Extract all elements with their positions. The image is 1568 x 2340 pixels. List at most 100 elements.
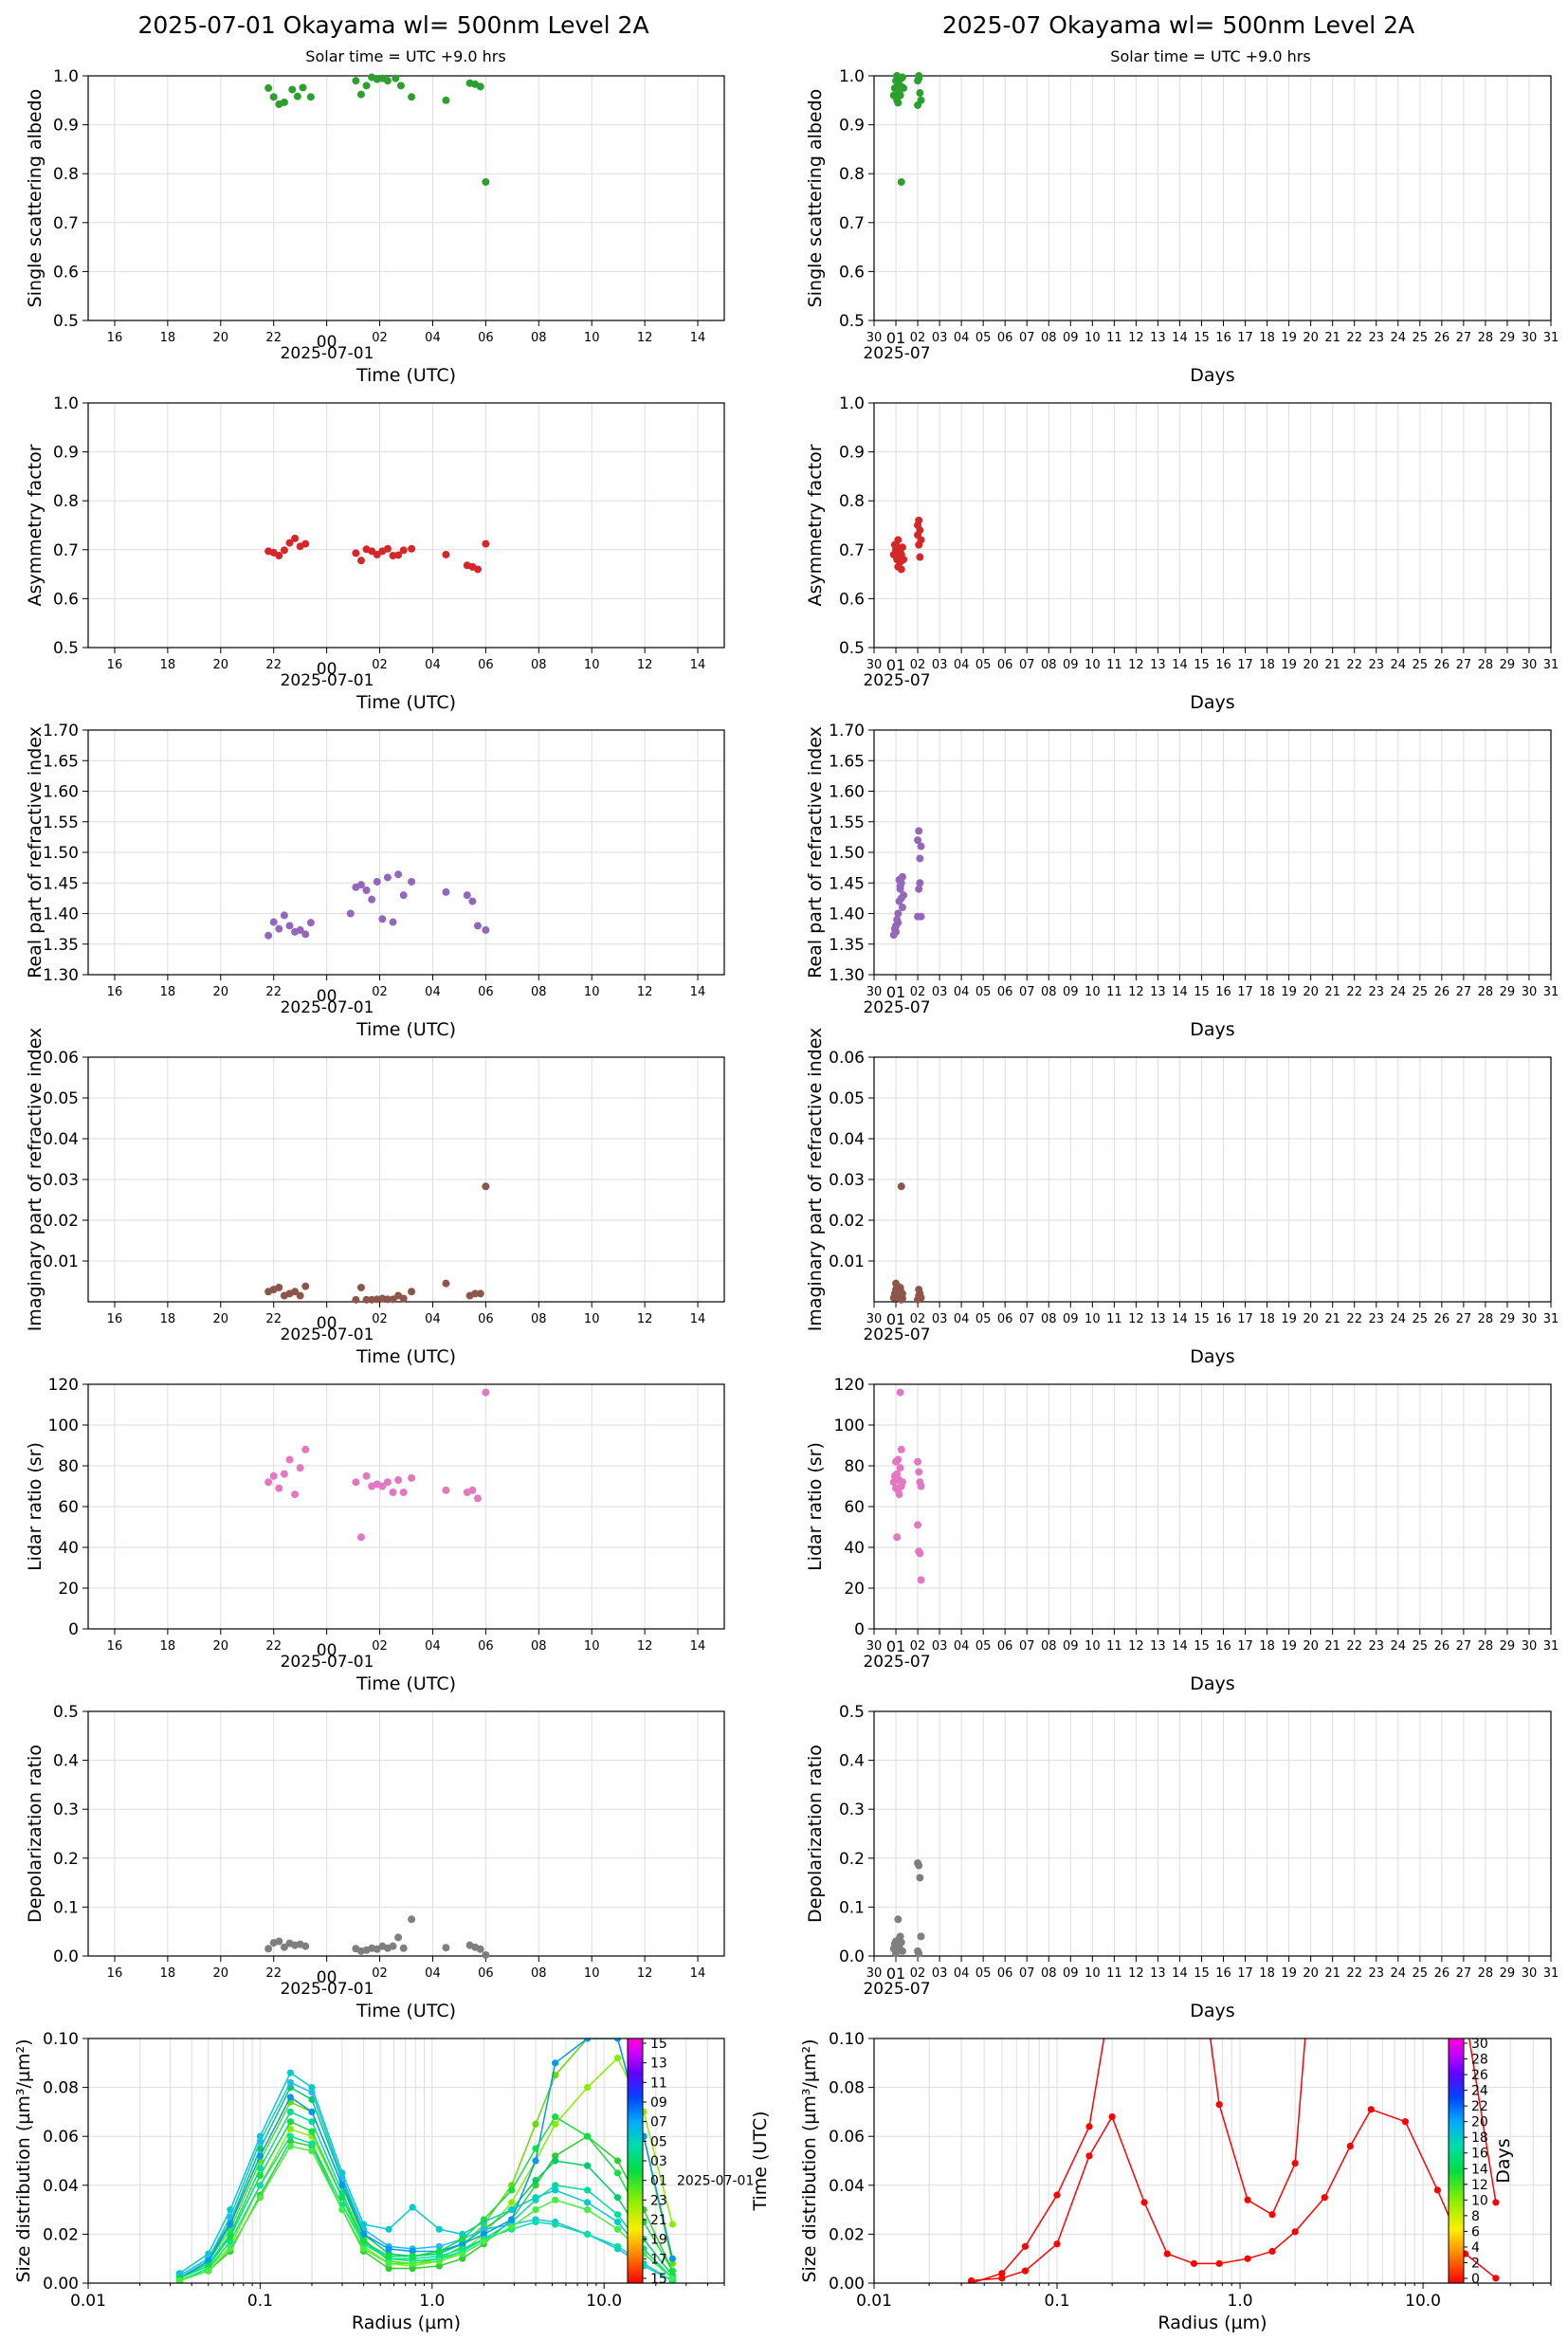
asym_days-ytick-label: 0.7 <box>839 541 865 560</box>
asym_time-frame <box>87 402 725 649</box>
ssa_time-xtick-label: 02 <box>372 331 388 345</box>
size_time-series-point <box>552 2182 559 2189</box>
size_time-series-point <box>480 2225 488 2233</box>
iri_days-xtick-label: 20 <box>1303 1312 1319 1326</box>
iri_days-ytick-label: 0.04 <box>829 1130 865 1149</box>
size_days-series-point <box>1215 2259 1223 2267</box>
ssa_days-xtick-label: 19 <box>1281 331 1297 345</box>
size_days-frame <box>873 2038 1552 2284</box>
asym_days-ytick-label: 0.8 <box>839 492 865 511</box>
asym_days-ytick-label: 1.0 <box>839 394 865 413</box>
ssa_time-point <box>442 96 450 104</box>
depol_time-point <box>280 1943 288 1951</box>
size_time-series-point <box>227 2221 234 2228</box>
lidar_days-xtick-label: 20 <box>1303 1639 1319 1654</box>
iri_time-point <box>301 1282 310 1290</box>
lidar_days-xtick-label: 22 <box>1346 1639 1362 1654</box>
colorbar-time-tick-label: 09 <box>650 2095 667 2111</box>
size_time-series-point <box>613 2055 622 2062</box>
ssa_days-xtick-label: 13 <box>1150 331 1166 345</box>
lidar_days-xtick-label: 31 <box>1543 1639 1559 1654</box>
asym_time-point <box>356 557 365 565</box>
rri_days-xtick-label: 05 <box>975 985 992 999</box>
asym_time-xtick-label: 22 <box>265 658 282 672</box>
size_time-series-point <box>508 2216 516 2223</box>
depol_days-xtick-label: 11 <box>1106 1966 1122 1981</box>
depol_time-point <box>394 1933 403 1942</box>
rri_time-point <box>463 891 471 900</box>
lidar_days-xtick-label: 15 <box>1194 1639 1210 1654</box>
depol_time-point <box>389 1942 397 1950</box>
size_days-series-point <box>1085 2123 1093 2130</box>
asym_time-ytick-label: 0.6 <box>53 590 79 609</box>
iri_days-xtick-label: 04 <box>954 1312 970 1326</box>
asym_time-point <box>280 546 288 555</box>
rri_time-point <box>378 915 387 923</box>
iri_days-xlabel: Days <box>1190 1346 1234 1367</box>
rri_time-xtick-label: 20 <box>213 985 229 999</box>
iri_days-xtick-label: 17 <box>1237 1312 1253 1326</box>
lidar_days-xlabel: Days <box>1190 1673 1234 1694</box>
depol_days-ytick-label: 0.5 <box>839 1703 865 1722</box>
rri_days-xtick-label: 28 <box>1478 985 1494 999</box>
lidar_time-point <box>378 1482 387 1490</box>
size_time-series-point <box>459 2255 466 2262</box>
size_time-series-point <box>459 2230 466 2238</box>
ssa_time-date-label: 2025-07-01 <box>281 344 374 363</box>
iri_days-xtick-label: 03 <box>932 1312 948 1326</box>
ssa_time-point <box>264 83 273 92</box>
lidar_days-ytick-label: 120 <box>834 1376 865 1395</box>
rri_days-ytick-label: 1.70 <box>829 722 865 740</box>
colorbar-time-tick-label: 21 <box>650 2213 667 2228</box>
ssa_time-xtick-label: 18 <box>160 331 176 345</box>
lidar_days-point <box>915 1468 923 1476</box>
lidar_days-xtick-label: 25 <box>1413 1639 1429 1654</box>
iri_time-ylabel: Imaginary part of refractive index <box>25 1028 46 1332</box>
size_time-series-point <box>409 2203 416 2211</box>
depol_time-ytick-label: 0.1 <box>53 1898 79 1917</box>
size_days-series-point <box>1163 2250 1171 2258</box>
lidar_time-point <box>468 1486 477 1494</box>
rri_time-point <box>346 909 355 918</box>
iri_time-point <box>389 1295 397 1304</box>
size_time-ytick-label: 0.10 <box>43 2030 79 2049</box>
rri_days-xtick-label: 30 <box>1522 985 1538 999</box>
lidar_days-point <box>896 1388 904 1397</box>
iri_time-point <box>296 1291 304 1300</box>
lidar_time-ylabel: Lidar ratio (sr) <box>25 1442 46 1571</box>
size_time-series-point <box>668 2259 676 2267</box>
depol_days-xtick-label: 28 <box>1478 1966 1494 1981</box>
ssa_days-xtick-label: 05 <box>975 331 992 345</box>
iri_days-ytick-label: 0.02 <box>829 1212 865 1231</box>
size_time-series-point <box>256 2137 264 2145</box>
iri_time-ytick-label: 0.06 <box>43 1049 79 1068</box>
size_days-series-point <box>967 2279 975 2283</box>
rri_time-xtick-label: 08 <box>531 985 547 999</box>
ssa_time-point <box>306 93 315 101</box>
lidar_days-xtick-label: 14 <box>1172 1639 1188 1654</box>
rri_days-xtick-label: 12 <box>1128 985 1144 999</box>
iri_days-xtick-label: 15 <box>1194 1312 1210 1326</box>
size_time-series-point <box>459 2240 466 2248</box>
depol_days-xtick-label: 02 <box>910 1966 926 1981</box>
lidar_days-point <box>897 1445 905 1453</box>
rri_days-ytick-label: 1.30 <box>829 966 865 985</box>
rri_days-xtick-label: 14 <box>1172 985 1188 999</box>
depol_time-point <box>301 1942 310 1950</box>
depol_time-xtick-label: 22 <box>265 1966 282 1981</box>
lidar_days-xtick-label: 10 <box>1085 1639 1101 1654</box>
lidar_time-panel: 0 20 40 60 80 100 120 16 18 20 22 00 02 04 06 08 10 12 14 2… <box>25 1376 725 1694</box>
depol_time-point <box>482 1950 490 1959</box>
lidar_days-xtick-label: 03 <box>932 1639 948 1654</box>
iri_time-ytick-label: 0.03 <box>43 1171 79 1190</box>
rri_time-point <box>306 919 315 927</box>
rri_days-xtick-label: 04 <box>954 985 970 999</box>
ssa_days-xtick-label: 09 <box>1063 331 1079 345</box>
rri_time-xtick-label: 04 <box>425 985 441 999</box>
ssa_days-xtick-label: 08 <box>1041 331 1057 345</box>
rri_days-point <box>915 885 923 893</box>
size_time-series-point <box>205 2262 212 2270</box>
rri_time-ytick-label: 1.70 <box>43 722 79 740</box>
size_time-ytick-label: 0.06 <box>43 2128 79 2147</box>
